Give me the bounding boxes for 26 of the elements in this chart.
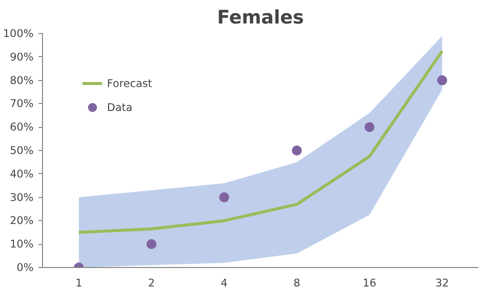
chart-title: Females bbox=[217, 8, 304, 28]
y-tick-label: 70% bbox=[10, 97, 34, 110]
x-tick-label: 8 bbox=[293, 276, 300, 289]
legend-label: Data bbox=[107, 100, 132, 114]
y-tick-label: 10% bbox=[10, 238, 34, 251]
y-tick-label: 100% bbox=[3, 27, 34, 40]
x-tick-label: 32 bbox=[435, 276, 449, 289]
legend-label: Forecast bbox=[107, 76, 152, 90]
line-series bbox=[77, 50, 444, 234]
point bbox=[292, 146, 302, 156]
point bbox=[219, 192, 230, 202]
point bbox=[146, 239, 156, 250]
x-tick-label: 2 bbox=[148, 276, 155, 289]
y-tick-label: 90% bbox=[10, 50, 34, 64]
y-tick-label: 80% bbox=[10, 74, 34, 87]
y-tick-label: 20% bbox=[10, 214, 34, 228]
point bbox=[364, 122, 374, 132]
x-tick-label: 16 bbox=[362, 276, 376, 289]
y-tick-label: 30% bbox=[10, 190, 34, 204]
y-tick-label: 50% bbox=[10, 144, 34, 157]
y-tick-label: 40% bbox=[10, 167, 34, 180]
x-tick-label: 1 bbox=[75, 276, 82, 289]
x-tick-label: 4 bbox=[220, 276, 228, 289]
y-tick-label: 60% bbox=[10, 120, 34, 134]
y-tick-label: 0% bbox=[16, 261, 34, 274]
point bbox=[437, 75, 448, 86]
